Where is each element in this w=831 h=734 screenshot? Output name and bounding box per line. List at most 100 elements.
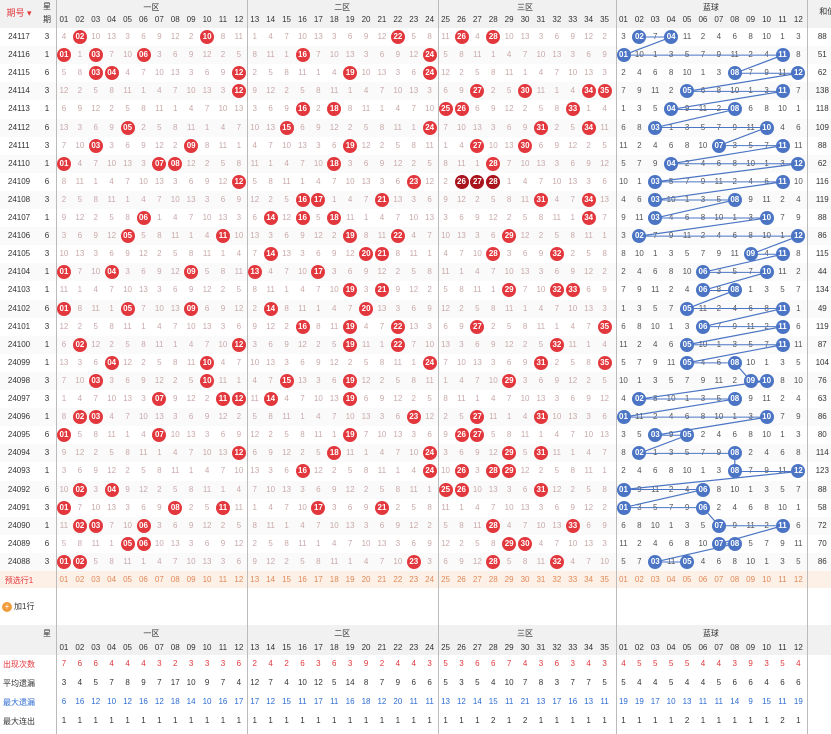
red-ball: 12 [231, 392, 246, 406]
predict-red-cell[interactable]: 35 [600, 575, 609, 584]
predict-red-cell[interactable]: 33 [568, 575, 578, 584]
predict-blue-cell[interactable]: 08 [730, 575, 740, 584]
predict-blue-cell[interactable]: 07 [714, 575, 724, 584]
blue-miss-count: 7 [637, 556, 642, 566]
miss-count: 7 [236, 357, 242, 367]
predict-red-cell[interactable]: 32 [552, 575, 562, 584]
predict-red-cell[interactable]: 16 [297, 575, 307, 584]
predict-red-cell[interactable]: 07 [154, 575, 164, 584]
miss-count: 10 [600, 556, 609, 566]
predict-blue-cell[interactable]: 03 [650, 575, 660, 584]
stat-value: 4 [522, 659, 528, 668]
stat-value: 4 [796, 659, 801, 668]
red-ball: 21 [375, 500, 389, 515]
predict-red-cell[interactable]: 25 [441, 575, 450, 584]
miss-count: 6 [522, 249, 528, 259]
stat-value: 1 [395, 716, 401, 725]
predict-red-cell[interactable]: 11 [218, 575, 228, 584]
blue-ball: 02 [632, 446, 647, 461]
red-col-header: 29 [504, 15, 514, 24]
predict-red-cell[interactable]: 24 [425, 575, 435, 584]
predict-red-cell[interactable]: 10 [202, 575, 212, 584]
miss-count: 13 [186, 194, 196, 204]
miss-count: 13 [456, 231, 466, 241]
stats-red-col: 24 [425, 643, 435, 652]
sum-cell: 104 [815, 357, 829, 367]
blue-miss-count: 8 [764, 502, 769, 512]
blue-miss-count: 11 [682, 231, 692, 241]
predict-red-cell[interactable]: 19 [345, 575, 355, 584]
blue-miss-count: 10 [730, 484, 740, 494]
predict-blue-cell[interactable]: 01 [618, 575, 628, 584]
predict-red-cell[interactable]: 22 [393, 575, 403, 584]
stat-value: 11 [504, 697, 514, 706]
miss-count: 4 [141, 194, 146, 204]
predict-red-cell[interactable]: 15 [282, 575, 291, 584]
predict-red-cell[interactable]: 04 [107, 575, 117, 584]
miss-count: 9 [395, 50, 401, 60]
add-row-button[interactable]: + 加1行 [2, 601, 52, 612]
miss-count: 10 [297, 267, 307, 277]
predict-red-cell[interactable]: 29 [504, 575, 514, 584]
miss-count: 1 [332, 194, 337, 204]
predict-red-cell[interactable]: 08 [170, 575, 180, 584]
miss-count: 12 [425, 176, 435, 186]
blue-miss-count: 2 [621, 267, 626, 277]
predict-red-cell[interactable]: 17 [313, 575, 323, 584]
miss-count: 7 [459, 249, 464, 259]
predict-red-cell[interactable]: 27 [472, 575, 482, 584]
blue-miss-count: 5 [748, 140, 753, 150]
miss-count: 7 [173, 321, 178, 331]
predict-blue-cell[interactable]: 10 [762, 575, 771, 584]
predict-red-cell[interactable]: 18 [329, 575, 339, 584]
predict-red-cell[interactable]: 05 [123, 575, 132, 584]
stat-value: 1 [554, 716, 560, 725]
predict-red-cell[interactable]: 09 [186, 575, 196, 584]
predict-red-cell[interactable]: 06 [138, 575, 148, 584]
predict-red-cell[interactable]: 26 [456, 575, 466, 584]
miss-count: 9 [586, 158, 591, 168]
predict-blue-cell[interactable]: 05 [682, 575, 692, 584]
predict-red-cell[interactable]: 14 [266, 575, 276, 584]
miss-count: 1 [506, 412, 512, 422]
miss-count: 7 [316, 520, 321, 530]
predict-red-cell[interactable]: 01 [59, 575, 69, 584]
miss-count: 4 [236, 249, 242, 259]
predict-red-cell[interactable]: 21 [377, 575, 387, 584]
predict-red-cell[interactable]: 02 [75, 575, 85, 584]
predict-blue-cell[interactable]: 06 [698, 575, 708, 584]
predict-red-cell[interactable]: 23 [409, 575, 419, 584]
miss-count: 8 [586, 357, 591, 367]
miss-count: 6 [268, 339, 273, 349]
predict-red-cell[interactable]: 03 [91, 575, 101, 584]
predict-red-cell[interactable]: 30 [520, 575, 530, 584]
miss-count: 5 [395, 375, 401, 385]
miss-count: 11 [91, 303, 100, 313]
predict-blue-cell[interactable]: 04 [666, 575, 676, 584]
predict-blue-cell[interactable]: 02 [634, 575, 644, 584]
blue-miss-count: 5 [732, 267, 737, 277]
predict-red-cell[interactable]: 20 [361, 575, 371, 584]
miss-count: 4 [61, 32, 67, 41]
predict-blue-cell[interactable]: 12 [793, 575, 803, 584]
blue-miss-count: 8 [764, 303, 769, 313]
predict-red-cell[interactable]: 31 [536, 575, 546, 584]
miss-count: 12 [345, 249, 355, 259]
predict-red-cell[interactable]: 13 [250, 575, 260, 584]
miss-count: 11 [393, 122, 402, 132]
predict-blue-cell[interactable]: 09 [746, 575, 756, 584]
miss-count: 5 [284, 430, 289, 440]
miss-count: 10 [345, 412, 355, 422]
issue-header[interactable]: 期号 ▾ [6, 8, 32, 18]
stat-value: 16 [218, 697, 228, 706]
blue-miss-count: 3 [732, 339, 737, 349]
predict-blue-cell[interactable]: 11 [778, 575, 787, 584]
miss-count: 10 [170, 430, 180, 440]
sum-cell: 76 [817, 375, 827, 385]
predict-red-cell[interactable]: 12 [234, 575, 244, 584]
blue-miss-count: 2 [716, 104, 722, 114]
sum-cell: 119 [815, 194, 829, 204]
predict-red-cell[interactable]: 34 [584, 575, 594, 584]
predict-red-cell[interactable]: 28 [488, 575, 498, 584]
stat-value: 5 [684, 659, 690, 668]
